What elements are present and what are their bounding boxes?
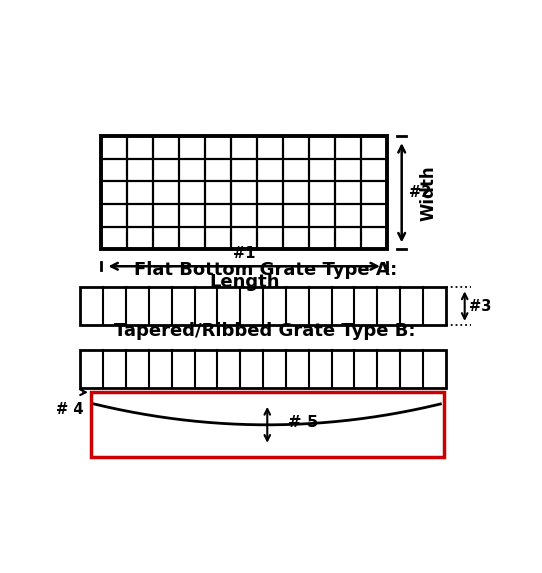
Text: #2: #2 — [409, 185, 431, 200]
Bar — [91, 393, 444, 457]
Bar — [80, 287, 446, 325]
Bar — [80, 350, 446, 388]
Text: Tapered/Ribbed Grate Type B:: Tapered/Ribbed Grate Type B: — [114, 322, 416, 340]
Text: Length: Length — [209, 273, 280, 291]
Text: Flat Bottom Grate Type A:: Flat Bottom Grate Type A: — [133, 261, 397, 279]
Text: # 4: # 4 — [56, 402, 83, 417]
Text: # 5: # 5 — [288, 415, 319, 430]
Text: Width: Width — [420, 165, 438, 221]
Text: #3: #3 — [469, 299, 491, 313]
Text: #1: #1 — [233, 246, 255, 261]
Bar — [101, 136, 387, 249]
